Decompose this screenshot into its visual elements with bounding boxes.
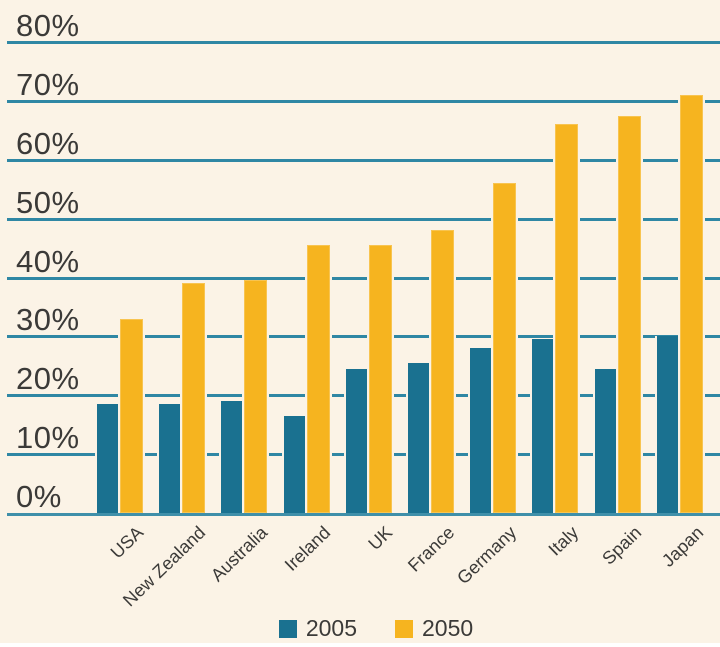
bar-2050-france [431, 230, 454, 513]
legend-swatch-2005 [278, 619, 297, 638]
bar-2050-ireland [307, 245, 330, 513]
bar-2005-france [408, 363, 430, 513]
legend-item-2050: 2050 [395, 617, 473, 640]
xlabel-usa: USA [106, 522, 148, 563]
ytick-label-40: 40% [16, 244, 80, 279]
legend-label-2005: 2005 [305, 615, 357, 641]
bar-2050-germany [493, 183, 516, 513]
xlabel-spain: Spain [598, 522, 646, 569]
gridline-40 [7, 277, 720, 280]
bar-2050-australia [244, 280, 267, 513]
chart-legend: 2005 2050 [16, 617, 720, 640]
ytick-label-30: 30% [16, 302, 80, 337]
bar-2050-new-zealand [182, 283, 205, 513]
ytick-label-60: 60% [16, 126, 80, 161]
gridline-50 [7, 218, 720, 221]
ytick-label-80: 80% [16, 8, 80, 43]
bar-2005-usa [97, 404, 119, 513]
xlabel-uk: UK [364, 522, 397, 555]
legend-swatch-2050 [395, 619, 413, 638]
ytick-label-0: 0% [16, 479, 62, 514]
xlabel-ireland: Ireland [280, 522, 335, 575]
gridline-80 [7, 41, 720, 44]
bottom-strip [0, 643, 720, 647]
xlabel-australia: Australia [206, 522, 272, 586]
xlabel-japan: Japan [658, 522, 708, 571]
ytick-label-10: 10% [16, 420, 80, 455]
bar-2005-uk [346, 369, 368, 513]
xlabel-italy: Italy [544, 522, 583, 560]
ytick-label-70: 70% [16, 67, 80, 102]
bar-2050-spain [618, 116, 641, 513]
bar-2005-italy [532, 339, 554, 513]
bar-2005-spain [595, 369, 617, 513]
bar-2050-italy [555, 124, 578, 513]
legend-label-2050: 2050 [422, 615, 474, 641]
bar-2005-germany [470, 348, 492, 513]
bar-2050-japan [680, 95, 703, 513]
xlabel-germany: Germany [453, 522, 521, 589]
gridline-30 [7, 335, 720, 338]
gridline-60 [7, 159, 720, 162]
bar-2005-new-zealand [159, 404, 181, 513]
bar-2005-ireland [284, 416, 306, 513]
xlabel-france: France [403, 522, 459, 576]
gridline-70 [7, 100, 720, 103]
ytick-label-50: 50% [16, 185, 80, 220]
bar-2005-australia [221, 401, 243, 513]
bar-2005-japan [657, 336, 679, 513]
bar-2050-usa [120, 319, 143, 513]
legend-item-2005: 2005 [278, 615, 357, 641]
bar-2050-uk [369, 245, 392, 513]
ytick-label-20: 20% [16, 361, 80, 396]
x-axis-line [7, 513, 720, 516]
